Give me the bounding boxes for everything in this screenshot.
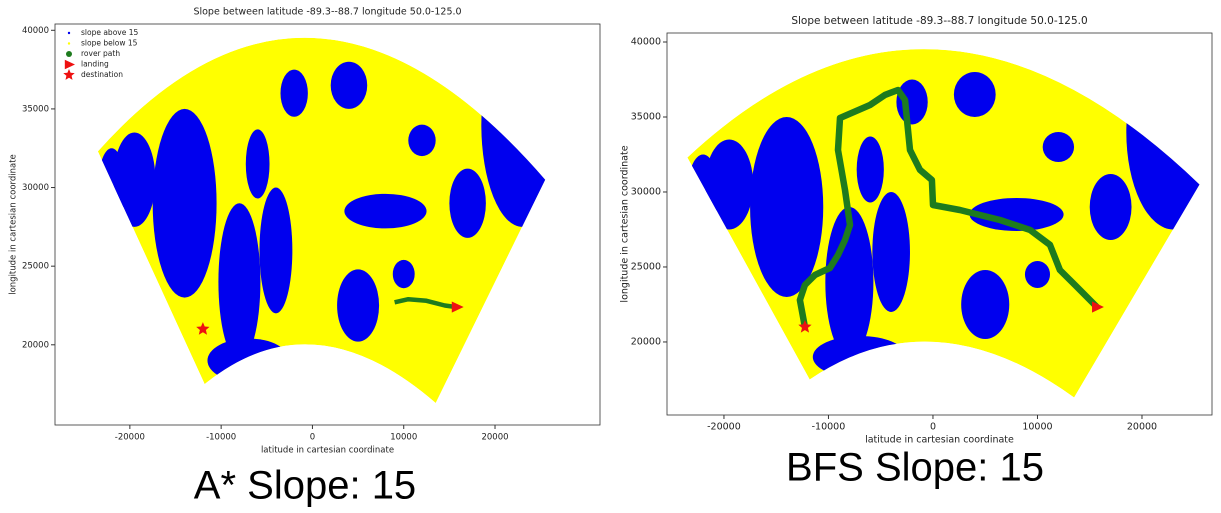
y-tick-label: 35000 xyxy=(22,104,49,114)
y-tick-label: 25000 xyxy=(22,262,49,272)
terrain-high-slope xyxy=(331,62,368,109)
legend-marker xyxy=(68,32,70,34)
x-tick-label: 20000 xyxy=(481,433,508,443)
x-axis-label: latitude in cartesian coordinate xyxy=(865,435,1014,446)
y-tick-label: 25000 xyxy=(631,261,661,272)
x-tick-label: -10000 xyxy=(812,422,846,433)
terrain-high-slope xyxy=(954,72,996,117)
terrain-high-slope xyxy=(337,269,379,341)
terrain-high-slope xyxy=(259,188,292,314)
legend-label: slope above 15 xyxy=(81,28,138,37)
y-tick-label: 40000 xyxy=(22,26,49,36)
terrain-high-slope xyxy=(750,117,823,297)
legend-marker xyxy=(66,51,72,57)
terrain-high-slope xyxy=(280,70,307,117)
legend-marker xyxy=(68,42,70,44)
legend-label: slope below 15 xyxy=(81,39,138,48)
caption: A* Slope: 15 xyxy=(194,464,416,508)
y-tick-label: 35000 xyxy=(631,111,661,122)
y-tick-label: 40000 xyxy=(631,36,661,47)
y-axis-label: longitude in cartesian coordinate xyxy=(9,154,19,295)
terrain-high-slope xyxy=(961,270,1009,339)
terrain-high-slope xyxy=(393,260,415,288)
terrain-high-slope xyxy=(1043,132,1074,162)
terrain-high-slope xyxy=(246,129,270,198)
chart: -20000 -10000 0 10000 20000 20000 25000 30000 35… xyxy=(620,15,1221,490)
x-tick-label: 10000 xyxy=(390,433,417,443)
x-tick-label: 10000 xyxy=(1022,422,1052,433)
y-tick-label: 20000 xyxy=(22,340,49,350)
chart-title: Slope between latitude -89.3--88.7 longi… xyxy=(791,15,1087,27)
x-tick-label: -10000 xyxy=(206,433,236,443)
terrain-high-slope xyxy=(344,194,426,229)
terrain-high-slope xyxy=(449,169,486,238)
x-tick-label: 0 xyxy=(310,433,315,443)
x-tick-label: 20000 xyxy=(1127,422,1157,433)
x-tick-label: 0 xyxy=(930,422,936,433)
terrain-high-slope xyxy=(408,125,435,156)
chart: -20000 -10000 0 10000 20000 20000 25000 30000 35… xyxy=(9,7,601,508)
terrain-high-slope xyxy=(857,136,884,202)
y-tick-label: 30000 xyxy=(22,183,49,193)
x-tick-label: -20000 xyxy=(115,433,145,443)
terrain-high-slope xyxy=(1090,174,1132,240)
legend-label: landing xyxy=(81,60,109,69)
terrain-high-slope xyxy=(153,109,217,298)
caption: BFS Slope: 15 xyxy=(786,446,1044,490)
legend-label: rover path xyxy=(81,49,120,58)
terrain-high-slope xyxy=(872,192,910,312)
y-axis-label: longitude in cartesian coordinate xyxy=(620,145,631,302)
terrain-high-slope xyxy=(896,79,927,124)
terrain-high-slope xyxy=(1025,261,1050,288)
figure: -20000 -10000 0 10000 20000 20000 25000 30000 35… xyxy=(0,0,1221,509)
chart-title: Slope between latitude -89.3--88.7 longi… xyxy=(193,7,461,18)
legend-label: destination xyxy=(81,70,123,79)
x-axis-label: latitude in cartesian coordinate xyxy=(261,446,394,456)
y-tick-label: 20000 xyxy=(631,336,661,347)
x-tick-label: -20000 xyxy=(707,422,741,433)
y-tick-label: 30000 xyxy=(631,186,661,197)
terrain-high-slope xyxy=(218,203,260,360)
